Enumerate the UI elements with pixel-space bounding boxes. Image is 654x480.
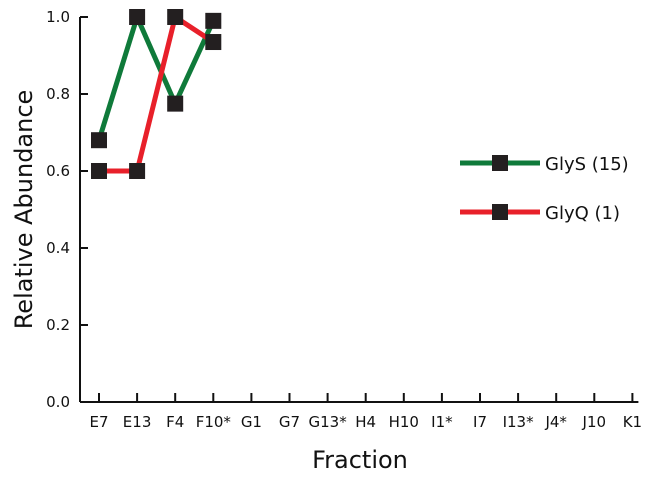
- data-point-marker: [205, 34, 222, 51]
- series-0: [91, 9, 222, 149]
- axes: [79, 17, 639, 403]
- legend-marker: [492, 155, 508, 171]
- data-point-marker: [129, 163, 146, 179]
- legend-marker: [492, 204, 508, 220]
- y-tick-label: 0.4: [46, 239, 70, 257]
- legend-label: GlyS (15): [545, 154, 629, 175]
- x-tick-label: F4: [166, 413, 184, 431]
- data-point-marker: [167, 95, 184, 112]
- data-point-marker: [167, 9, 184, 25]
- data-point-marker: [91, 163, 107, 179]
- legend: GlyS (15) GlyQ (1): [460, 154, 629, 224]
- x-axis-title: Fraction: [312, 446, 408, 474]
- data-point-marker: [91, 132, 107, 149]
- y-tick-label: 0.6: [46, 162, 70, 180]
- y-tick-label: 0.8: [46, 85, 70, 103]
- y-axis-ticks: 0.0 0.2 0.4 0.6 0.8 1.0: [46, 8, 88, 411]
- legend-item: GlyQ (1): [460, 203, 620, 224]
- x-tick-label: G1: [241, 413, 262, 431]
- x-tick-label: E7: [89, 413, 108, 431]
- x-tick-label: F10*: [196, 413, 232, 431]
- data-point-marker: [129, 9, 146, 25]
- series-line: [96, 14, 216, 141]
- y-tick-label: 1.0: [46, 8, 70, 26]
- x-axis-ticks: E7 E13 F4 F10* G1 G7 G13* H4 H10 I1* I7 I13* J4* J10 K…: [89, 393, 642, 431]
- x-tick-label: J10: [582, 413, 607, 431]
- x-tick-label: E13: [123, 413, 152, 431]
- series-layer: [91, 9, 222, 179]
- x-tick-label: G7: [279, 413, 300, 431]
- legend-label: GlyQ (1): [545, 203, 620, 224]
- legend-item: GlyS (15): [460, 154, 629, 175]
- x-tick-label: I1*: [431, 413, 453, 431]
- x-tick-label: H10: [389, 413, 419, 431]
- data-point-marker: [205, 12, 222, 29]
- x-tick-label: G13*: [308, 413, 347, 431]
- y-tick-label: 0.2: [46, 316, 70, 334]
- x-tick-label: I13*: [503, 413, 535, 431]
- x-tick-label: K1: [623, 413, 642, 431]
- x-tick-label: I7: [473, 413, 487, 431]
- y-axis-title: Relative Abundance: [10, 90, 38, 330]
- series-line: [99, 14, 215, 174]
- y-tick-label: 0.0: [46, 393, 70, 411]
- series-1: [91, 9, 222, 179]
- x-tick-label: H4: [355, 413, 376, 431]
- x-tick-label: J4*: [544, 413, 567, 431]
